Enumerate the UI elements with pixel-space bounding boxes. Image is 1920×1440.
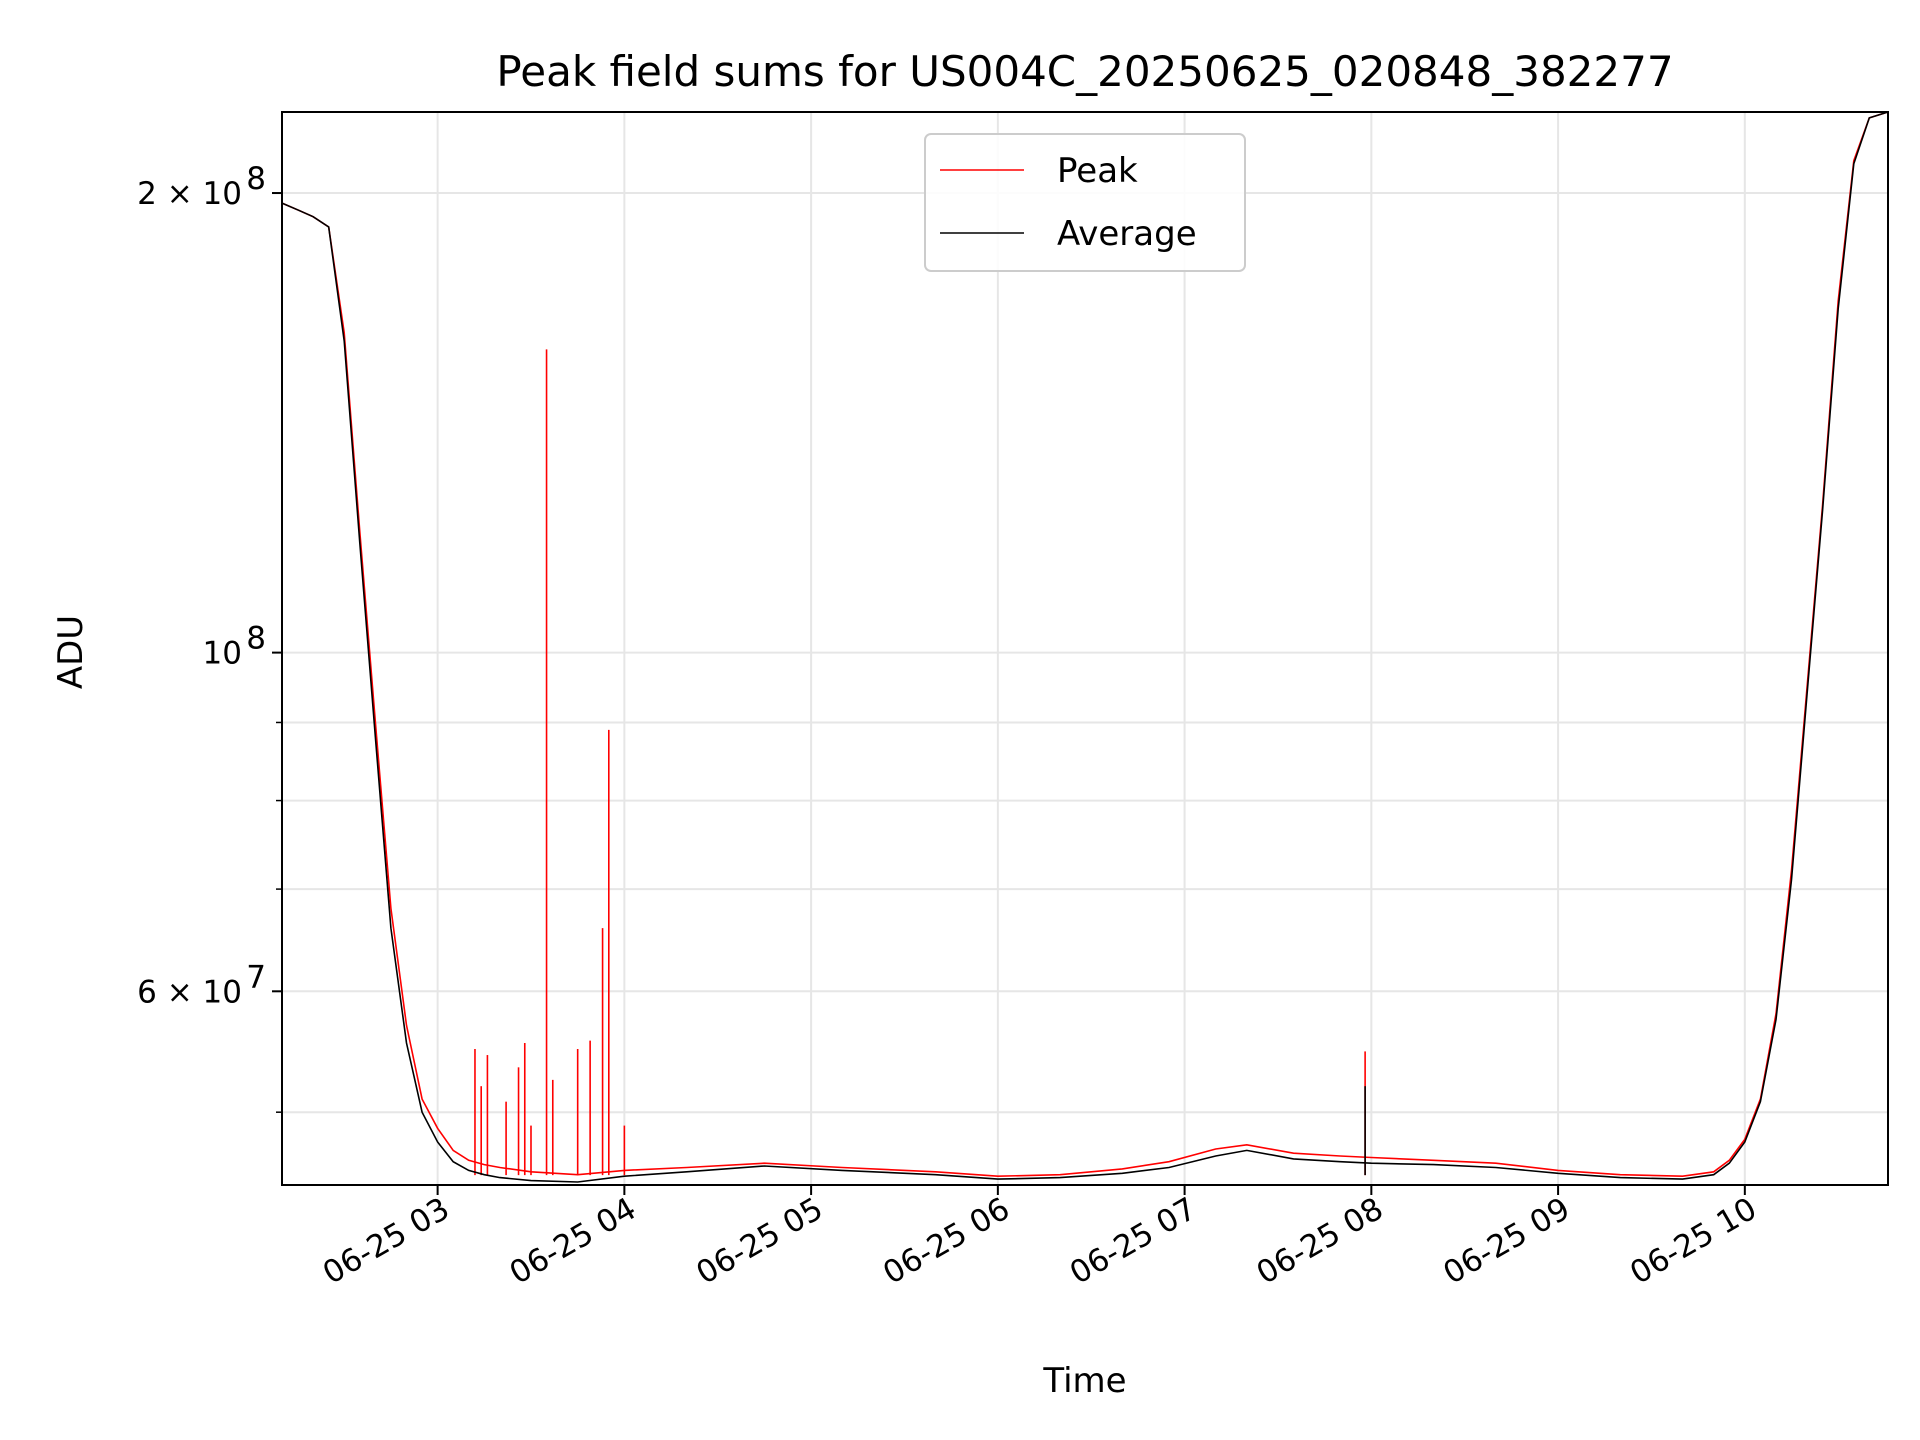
x-axis-label: Time	[1042, 1361, 1126, 1401]
x-tick-label: 06-25 09	[1437, 1191, 1576, 1292]
x-tick-label: 06-25 10	[1624, 1191, 1763, 1292]
y-tick-exponent: 8	[246, 621, 266, 657]
plot-area-frame	[281, 111, 1889, 1186]
grid	[282, 112, 1888, 1185]
x-tick-label: 06-25 04	[504, 1191, 643, 1292]
y-axis-ticks: 2 × 10 810 86 × 10 7	[137, 161, 282, 1113]
legend: Peak Average	[924, 133, 1246, 272]
x-tick-label: 06-25 07	[1064, 1191, 1203, 1292]
chart-title: Peak field sums for US004C_20250625_0208…	[496, 47, 1673, 96]
x-tick-label: 06-25 08	[1251, 1191, 1390, 1292]
y-tick-label: 10	[203, 636, 242, 672]
x-tick-label: 06-25 06	[877, 1191, 1016, 1292]
x-tick-label: 06-25 05	[690, 1191, 829, 1292]
x-axis-ticks: 06-25 03 06-25 04 06-25 05 06-25 06 06-25 07…	[317, 1185, 1763, 1292]
y-tick-exponent: 7	[246, 959, 266, 995]
y-tick-label: 2 × 10	[137, 176, 242, 212]
y-tick-exponent: 8	[246, 161, 266, 197]
y-tick-label: 6 × 10	[137, 974, 242, 1010]
legend-label-average: Average	[1057, 214, 1197, 254]
legend-label-peak: Peak	[1057, 151, 1138, 191]
series-layer	[281, 111, 1889, 1183]
legend-box	[924, 133, 1246, 272]
series-line-average	[281, 111, 1889, 1183]
y-axis-label: ADU	[51, 615, 91, 689]
x-tick-label: 06-25 03	[317, 1191, 456, 1292]
